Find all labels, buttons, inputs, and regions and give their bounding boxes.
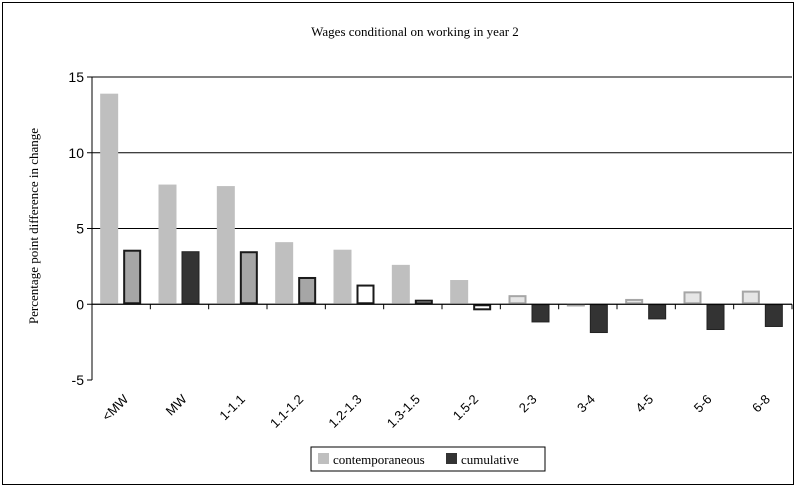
x-tick-label-2: 1-1.1 bbox=[216, 392, 248, 424]
y-axis-label: Percentage point difference in change bbox=[26, 128, 41, 324]
y-tick-label-1: 0 bbox=[76, 296, 84, 312]
legend-box bbox=[310, 446, 546, 472]
x-tick-label-7: 2-3 bbox=[516, 392, 540, 416]
legend-label-0: contemporaneous bbox=[333, 452, 425, 467]
legend: contemporaneous cumulative bbox=[310, 446, 546, 472]
bar-cumulative-10 bbox=[706, 304, 725, 331]
bar-cumulative-6 bbox=[473, 304, 492, 311]
bar-cumulative-9 bbox=[648, 304, 667, 320]
bar-cumulative-11 bbox=[764, 304, 783, 327]
bar-cumulative-4 bbox=[356, 284, 375, 305]
bar-contemporaneous-0 bbox=[100, 93, 119, 305]
x-tick-label-3: 1.1-1.2 bbox=[267, 392, 306, 431]
y-tick-label-2: 5 bbox=[76, 221, 84, 237]
legend-swatch-1 bbox=[446, 453, 457, 464]
x-tick-label-4: 1.2-1.3 bbox=[325, 392, 364, 431]
legend-swatch-0 bbox=[318, 453, 329, 464]
bar-contemporaneous-7 bbox=[508, 295, 527, 305]
bar-cumulative-5 bbox=[414, 299, 433, 305]
y-tick-label-4: 15 bbox=[68, 69, 84, 85]
bar-contemporaneous-3 bbox=[275, 242, 294, 305]
x-tick-label-11: 6-8 bbox=[749, 392, 773, 416]
x-tick-label-6: 1.5-2 bbox=[450, 392, 482, 424]
x-tick-label-1: MW bbox=[163, 391, 190, 418]
bar-contemporaneous-11 bbox=[741, 290, 760, 305]
bar-contemporaneous-9 bbox=[625, 298, 644, 305]
bar-contemporaneous-2 bbox=[216, 186, 235, 305]
bar-contemporaneous-4 bbox=[333, 249, 352, 305]
y-tick-label-0: -5 bbox=[72, 372, 85, 388]
bar-contemporaneous-5 bbox=[391, 264, 410, 305]
bar-contemporaneous-10 bbox=[683, 291, 702, 305]
axes bbox=[87, 76, 793, 381]
bar-cumulative-1 bbox=[181, 251, 200, 305]
y-tick-label-3: 10 bbox=[68, 145, 84, 161]
x-tick-label-5: 1.3-1.5 bbox=[384, 392, 423, 431]
legend-label-1: cumulative bbox=[461, 452, 519, 467]
bar-cumulative-0 bbox=[123, 249, 142, 305]
bar-cumulative-2 bbox=[239, 251, 258, 305]
y-tick-labels: -5 0 5 10 15 bbox=[68, 69, 84, 388]
x-tick-label-0: <MW bbox=[99, 391, 132, 424]
bar-cumulative-3 bbox=[298, 276, 317, 305]
bars bbox=[100, 93, 783, 334]
x-tick-label-9: 4-5 bbox=[632, 392, 656, 416]
bar-contemporaneous-6 bbox=[450, 280, 469, 305]
x-tick-labels: <MW MW 1-1.1 1.1-1.2 1.2-1.3 1.3-1.5 1.5-2 2-3 3… bbox=[99, 391, 773, 431]
chart-title: Wages conditional on working in year 2 bbox=[311, 24, 519, 39]
bar-cumulative-7 bbox=[531, 304, 550, 323]
bar-contemporaneous-1 bbox=[158, 184, 177, 305]
bar-cumulative-8 bbox=[589, 304, 608, 334]
x-tick-label-8: 3-4 bbox=[574, 392, 598, 416]
x-tick-label-10: 5-6 bbox=[691, 392, 715, 416]
